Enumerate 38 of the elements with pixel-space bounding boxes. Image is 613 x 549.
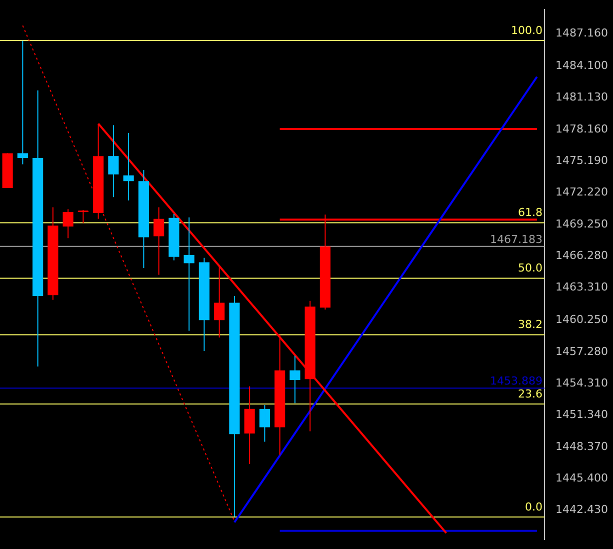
candlestick — [168, 213, 180, 261]
ref-line-label: 1467.183 — [490, 232, 543, 246]
y-tick-label: 1448.370 — [556, 440, 608, 453]
candlestick — [62, 208, 74, 239]
candlestick — [259, 404, 270, 442]
candlestick — [32, 90, 44, 367]
y-tick-label: 1487.160 — [556, 26, 608, 40]
candlestick — [229, 296, 240, 518]
candlestick — [108, 124, 119, 198]
y-tick-label: 1472.220 — [556, 186, 608, 199]
candlestick — [2, 152, 13, 188]
y-tick-label: 1451.340 — [556, 408, 608, 422]
annotation: 38.2 — [518, 318, 543, 332]
y-tick-label: 1457.280 — [556, 344, 608, 358]
y-tick-label: 1484.100 — [556, 58, 608, 72]
y-tick-label: 1475.190 — [556, 154, 608, 167]
y-tick-label: 1442.430 — [556, 503, 608, 516]
annotation: 100.0 — [511, 24, 543, 37]
candlestick — [304, 300, 316, 432]
annotation: 61.8 — [518, 206, 543, 220]
y-tick-label: 1466.280 — [556, 248, 608, 262]
y-tick-label: 1463.310 — [556, 280, 608, 294]
candlestick — [214, 266, 225, 338]
candlestick — [48, 206, 58, 300]
annotation: 23.6 — [518, 387, 543, 400]
annotation: 50.0 — [518, 262, 543, 275]
candlestick — [198, 257, 210, 352]
annotation: 0.0 — [525, 500, 543, 514]
candlestick — [274, 334, 286, 456]
y-tick-label: 1454.310 — [556, 376, 608, 390]
y-tick-label: 1478.160 — [556, 122, 608, 136]
y-tick-label: 1460.250 — [556, 313, 608, 326]
y-tick-label: 1481.130 — [556, 90, 608, 104]
ref-line-label: 1453.889 — [490, 374, 543, 388]
candlestick — [17, 40, 28, 165]
y-tick-label: 1445.400 — [556, 472, 608, 484]
candlestick — [138, 170, 149, 268]
y-tick-label: 1469.250 — [556, 217, 608, 230]
